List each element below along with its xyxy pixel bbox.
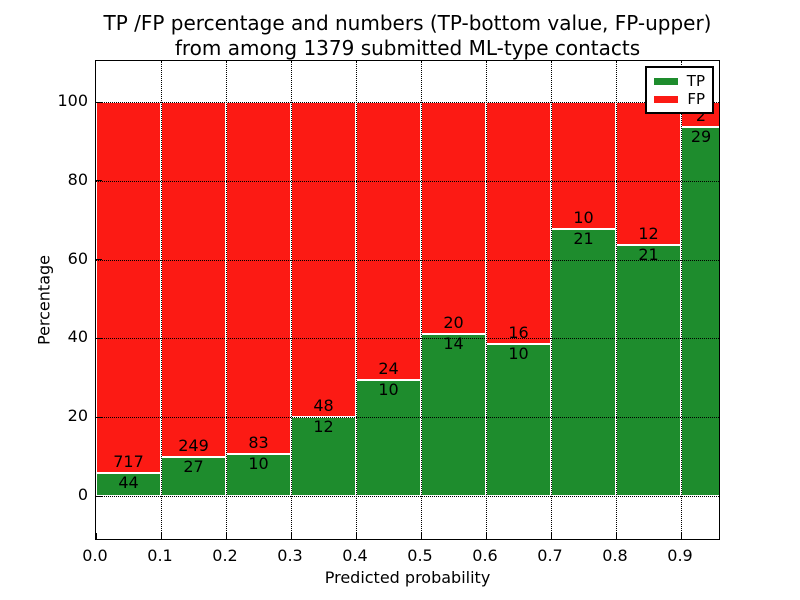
legend: TP FP xyxy=(645,66,714,114)
bar-label-tp: 14 xyxy=(443,333,464,353)
gridline-vertical xyxy=(421,61,422,539)
gridline-horizontal xyxy=(96,496,719,497)
bar-segment-tp xyxy=(421,333,486,496)
plot-area: 717 44 249 27 83 10 48 12 24 10 20 14 16 10 10 21 12 21 2 2… xyxy=(95,60,720,540)
x-tick-label: 0.8 xyxy=(602,546,628,565)
bar-label-tp: 21 xyxy=(638,245,659,265)
bar-label-fp: 24 xyxy=(378,359,399,379)
y-tick-label: 40 xyxy=(67,327,88,347)
bar-label-fp: 12 xyxy=(638,224,659,244)
bar-label-fp: 10 xyxy=(573,208,594,228)
gridline-vertical xyxy=(486,61,487,539)
x-tick-label: 0.0 xyxy=(82,546,108,565)
bar-label-tp: 12 xyxy=(313,417,334,437)
x-tick-label: 0.2 xyxy=(212,546,238,565)
x-tick-label: 0.6 xyxy=(472,546,498,565)
y-tick-mark xyxy=(96,495,102,497)
bar-segment-fp xyxy=(356,102,421,381)
x-tick-label: 0.5 xyxy=(407,546,433,565)
x-tick-label: 0.3 xyxy=(277,546,303,565)
bar-label-fp: 83 xyxy=(248,432,269,452)
bar-label-fp: 2 xyxy=(695,106,707,126)
legend-item-tp: TP xyxy=(654,73,705,90)
x-tick-label: 0.9 xyxy=(667,546,693,565)
chart-title: TP /FP percentage and numbers (TP-bottom… xyxy=(95,11,720,61)
y-tick-label: 100 xyxy=(57,91,88,110)
bar-segment-tp xyxy=(616,245,681,496)
bar-label-tp: 27 xyxy=(183,457,204,477)
y-tick-label: 0 xyxy=(77,485,88,504)
y-tick-mark xyxy=(96,259,102,261)
y-tick-mark xyxy=(96,101,102,103)
bar-label-tp: 21 xyxy=(573,229,594,249)
legend-item-fp: FP xyxy=(654,91,705,108)
bar-segment-fp xyxy=(96,102,161,474)
bar-label-fp: 48 xyxy=(313,396,334,416)
y-tick-mark xyxy=(96,180,102,182)
bar-label-fp: 717 xyxy=(113,452,144,472)
chart-title-line2: from among 1379 submitted ML-type contac… xyxy=(174,36,641,60)
x-axis-label: Predicted probability xyxy=(324,568,491,587)
bar-label-fp: 249 xyxy=(178,436,209,456)
x-tick-label: 0.1 xyxy=(147,546,173,565)
bar-label-fp: 20 xyxy=(443,312,464,332)
x-tick-mark xyxy=(616,533,617,539)
bar-segment-tp xyxy=(226,453,291,496)
gridline-vertical xyxy=(681,61,682,539)
gridline-vertical xyxy=(291,61,292,539)
chart-title-line1: TP /FP percentage and numbers (TP-bottom… xyxy=(103,11,712,35)
gridline-vertical xyxy=(616,61,617,539)
bar-label-tp: 10 xyxy=(378,380,399,400)
gridline-horizontal xyxy=(96,259,719,261)
legend-swatch-tp-icon xyxy=(654,78,678,85)
legend-label-tp: TP xyxy=(686,72,705,90)
y-tick-label: 20 xyxy=(67,406,88,426)
x-tick-label: 0.7 xyxy=(537,546,563,565)
gridline-vertical xyxy=(226,61,227,539)
gridline-horizontal xyxy=(96,180,719,182)
bar-label-tp: 44 xyxy=(118,473,139,493)
bar-segment-tp xyxy=(96,473,161,496)
legend-label-fp: FP xyxy=(687,90,705,108)
y-tick-mark xyxy=(96,416,102,418)
x-tick-mark xyxy=(681,533,682,539)
bar-label-tp: 10 xyxy=(508,344,529,364)
gridline-horizontal xyxy=(96,102,719,103)
x-tick-mark xyxy=(161,533,162,539)
bar-label-tp: 29 xyxy=(690,127,712,147)
bar-segment-fp xyxy=(486,102,551,345)
x-tick-mark xyxy=(421,533,422,539)
bar-label-tp: 10 xyxy=(248,453,269,473)
bar-segment-tp xyxy=(551,229,616,496)
x-tick-label: 0.4 xyxy=(342,546,368,565)
gridline-horizontal xyxy=(96,417,719,419)
y-tick-label: 80 xyxy=(67,169,88,189)
x-tick-mark xyxy=(96,533,97,539)
bar-segment-tp xyxy=(681,127,719,496)
bar-segment-fp xyxy=(421,102,486,334)
bar-segment-tp xyxy=(486,344,551,496)
y-tick-label: 60 xyxy=(67,248,88,268)
x-tick-mark xyxy=(486,533,487,539)
bar-segment-fp xyxy=(161,102,226,458)
gridline-vertical xyxy=(356,61,357,539)
legend-swatch-fp-icon xyxy=(654,96,679,103)
x-tick-mark xyxy=(226,533,227,539)
gridline-horizontal xyxy=(96,338,719,340)
gridline-vertical xyxy=(161,61,162,539)
x-tick-mark xyxy=(356,533,357,539)
y-tick-mark xyxy=(96,337,102,339)
bar-label-fp: 16 xyxy=(508,323,529,343)
x-tick-mark xyxy=(291,533,292,539)
gridline-vertical xyxy=(551,61,552,539)
x-tick-mark xyxy=(551,533,552,539)
bar-segment-tp xyxy=(161,457,226,496)
bar-segment-fp xyxy=(226,102,291,454)
